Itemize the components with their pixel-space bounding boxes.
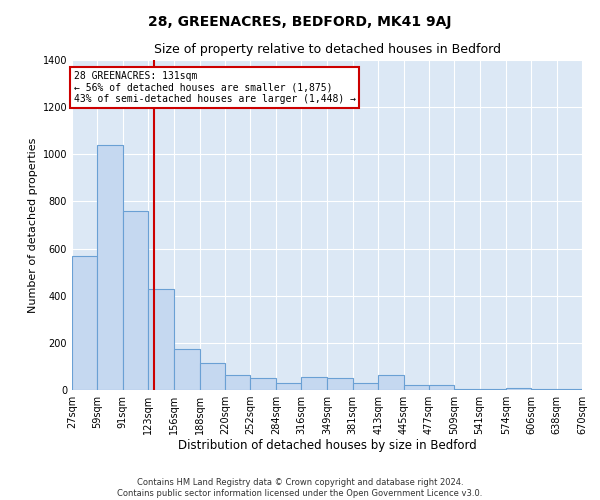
Bar: [531, 389, 557, 390]
Bar: [506, 388, 531, 390]
Bar: [429, 386, 454, 390]
Text: Contains HM Land Registry data © Crown copyright and database right 2024.
Contai: Contains HM Land Registry data © Crown c…: [118, 478, 482, 498]
Bar: [404, 386, 429, 390]
Bar: [250, 378, 276, 390]
Bar: [72, 256, 97, 390]
Text: 28, GREENACRES, BEDFORD, MK41 9AJ: 28, GREENACRES, BEDFORD, MK41 9AJ: [148, 15, 452, 29]
Bar: [479, 389, 506, 390]
Bar: [97, 145, 123, 390]
Bar: [301, 377, 328, 390]
Bar: [557, 389, 582, 390]
Bar: [276, 383, 301, 390]
Bar: [328, 378, 353, 390]
Title: Size of property relative to detached houses in Bedford: Size of property relative to detached ho…: [154, 43, 500, 56]
X-axis label: Distribution of detached houses by size in Bedford: Distribution of detached houses by size …: [178, 438, 476, 452]
Bar: [353, 383, 378, 390]
Bar: [148, 288, 175, 390]
Bar: [378, 374, 404, 390]
Bar: [200, 363, 225, 390]
Text: 28 GREENACRES: 131sqm
← 56% of detached houses are smaller (1,875)
43% of semi-d: 28 GREENACRES: 131sqm ← 56% of detached …: [74, 70, 356, 104]
Bar: [225, 374, 250, 390]
Y-axis label: Number of detached properties: Number of detached properties: [28, 138, 38, 312]
Bar: [123, 211, 148, 390]
Bar: [454, 389, 479, 390]
Bar: [175, 349, 200, 390]
